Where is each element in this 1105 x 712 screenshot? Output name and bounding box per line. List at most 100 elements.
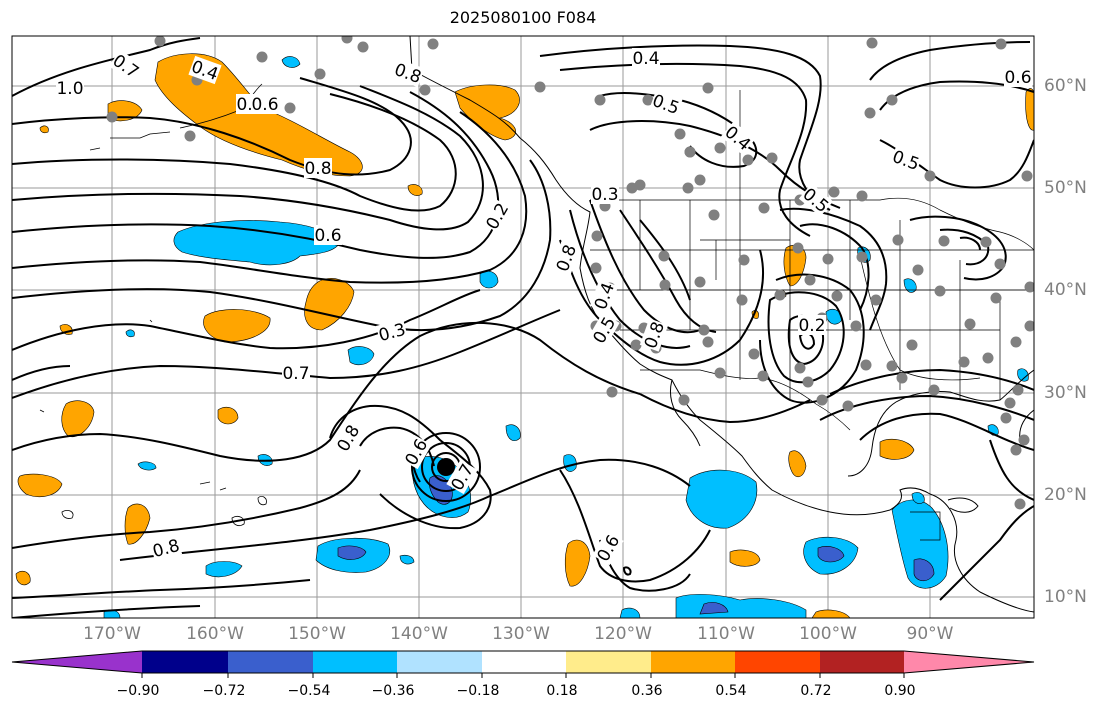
longitude-label: 160°W xyxy=(186,624,244,644)
station-marker xyxy=(591,230,603,242)
station-marker xyxy=(694,276,706,288)
latitude-label: 50°N xyxy=(1044,178,1087,198)
station-marker xyxy=(886,360,898,372)
colorbar-segment xyxy=(482,651,566,673)
station-marker xyxy=(184,130,196,142)
contour-label: 0.5 xyxy=(589,314,620,347)
colorbar xyxy=(11,650,1035,678)
contour-label-group: 0.6 xyxy=(1004,67,1032,88)
station-marker xyxy=(1010,444,1022,456)
station-marker xyxy=(357,41,369,53)
contour-label-group: 0.6 xyxy=(314,225,342,246)
station-marker xyxy=(698,324,710,336)
station-marker xyxy=(284,102,296,114)
station-marker xyxy=(924,170,936,182)
colorbar-label: −0.90 xyxy=(116,683,160,699)
contour-label: 0.7 xyxy=(282,364,309,384)
contour-label-bg xyxy=(632,48,660,68)
contour-label: 0.7 xyxy=(109,51,143,83)
station-marker xyxy=(802,376,814,388)
station-marker xyxy=(1010,336,1022,348)
longitude-label: 130°W xyxy=(492,624,550,644)
longitude-label: 170°W xyxy=(83,624,141,644)
negative-anomaly-shading xyxy=(103,56,1029,618)
contour-label-bg xyxy=(592,530,624,566)
longitude-label: 100°W xyxy=(799,624,857,644)
station-marker xyxy=(860,359,872,371)
colorbar-label: 0.18 xyxy=(546,683,578,699)
contour-label-group: 0.5 xyxy=(649,89,683,119)
contour-label-bg xyxy=(314,225,342,245)
station-marker xyxy=(659,279,671,291)
colorbar-label: −0.36 xyxy=(371,683,415,699)
colorbar-segment xyxy=(142,651,228,673)
contour-label: 0.6 xyxy=(314,226,341,246)
station-marker xyxy=(702,82,714,94)
station-marker xyxy=(1004,397,1016,409)
station-marker xyxy=(842,400,854,412)
longitude-label: 110°W xyxy=(697,624,755,644)
contour-label-group: 0.8 xyxy=(304,158,332,179)
contour-label-bg xyxy=(56,78,84,98)
contour-label-bg xyxy=(720,121,756,155)
station-marker xyxy=(606,386,618,398)
contour-label-bg xyxy=(481,198,513,234)
contour-label-group: 0.7 xyxy=(282,363,310,384)
station-marker xyxy=(736,294,748,306)
station-marker xyxy=(742,154,754,166)
contour-label-group: 0.8 xyxy=(149,534,183,562)
station-marker xyxy=(708,209,720,221)
contour-label: 0.8 xyxy=(304,159,331,179)
station-marker xyxy=(154,36,166,47)
contour-label-bg xyxy=(400,434,432,470)
colorbar-segment xyxy=(566,651,651,673)
map-title: 2025080100 F084 xyxy=(449,8,597,27)
longitude-label: 120°W xyxy=(594,624,652,644)
station-marker xyxy=(766,152,778,164)
contour-label-group: 0.4 xyxy=(589,279,619,313)
contour-label-bg xyxy=(304,158,332,178)
colorbar-extend-max xyxy=(904,651,1034,673)
station-marker xyxy=(980,236,992,248)
latitude-label: 10°N xyxy=(1044,587,1087,607)
station-marker xyxy=(256,51,268,63)
contour-label: 0.4 xyxy=(632,49,659,69)
contour-label: 0.3 xyxy=(591,185,618,205)
station-marker xyxy=(678,394,690,406)
colorbar-segment xyxy=(397,651,482,673)
station-marker xyxy=(626,182,638,194)
station-marker xyxy=(774,289,786,301)
longitude-label: 140°W xyxy=(390,624,448,644)
colorbar-label: −0.18 xyxy=(456,683,500,699)
station-marker xyxy=(714,367,726,379)
colorbar-extend-min xyxy=(12,651,142,673)
station-marker xyxy=(757,370,769,382)
station-marker xyxy=(938,235,950,247)
station-marker xyxy=(928,384,940,396)
contour-label-bg xyxy=(798,315,826,335)
colorbar-label: 0.72 xyxy=(800,683,832,699)
colorbar-segment xyxy=(651,651,735,673)
contour-label-bg xyxy=(639,318,669,352)
station-marker xyxy=(1000,412,1012,424)
contour-label-group: 0.2 xyxy=(481,198,513,234)
station-marker xyxy=(864,107,876,119)
contour-label-bg xyxy=(251,94,279,114)
longitude-label: 90°W xyxy=(906,624,954,644)
storm-center-marker[interactable] xyxy=(437,458,455,476)
contour-label-bg xyxy=(446,459,478,495)
contour-label-bg xyxy=(649,89,683,119)
contour-label-bg xyxy=(108,49,144,83)
latitude-label: 20°N xyxy=(1044,485,1087,505)
coastlines xyxy=(409,36,1034,613)
contour-label-bg xyxy=(149,534,183,562)
station-marker xyxy=(892,234,904,246)
station-marker xyxy=(630,339,642,351)
contour-label-bg xyxy=(391,58,425,88)
station-marker xyxy=(870,294,882,306)
station-marker xyxy=(684,146,696,158)
contour-label-group: 0.7 xyxy=(108,49,144,83)
station-marker xyxy=(594,94,606,106)
contour-label-group: 0.8 xyxy=(391,58,425,88)
